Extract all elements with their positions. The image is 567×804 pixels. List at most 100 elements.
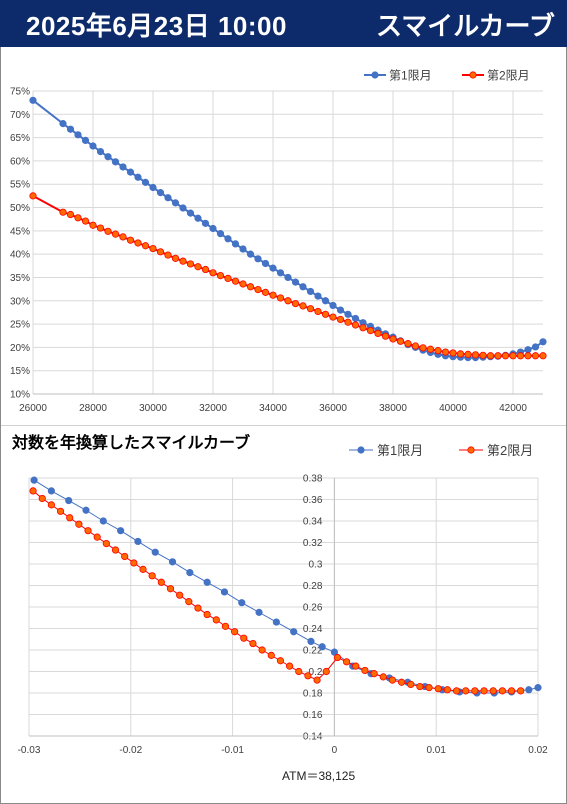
atm-annotation: ATM＝38,125 [282, 769, 356, 783]
data-point [238, 599, 246, 607]
data-point [66, 210, 75, 219]
data-point [47, 487, 55, 495]
data-point [254, 255, 262, 263]
data-point [359, 324, 367, 332]
y-tick-label: 60% [10, 156, 30, 167]
data-point [330, 648, 338, 656]
y-tick-label: 50% [10, 203, 30, 214]
data-point [65, 496, 73, 505]
data-point [220, 588, 229, 596]
data-point [201, 219, 210, 227]
data-point [397, 678, 406, 686]
data-point [171, 254, 180, 262]
y-tick-label: 75% [10, 87, 30, 98]
legend-label: 第1限月 [389, 69, 432, 83]
x-tick-label: 28000 [79, 403, 107, 414]
data-point [104, 227, 112, 235]
data-point [299, 283, 307, 291]
y-tick-label: 40% [10, 250, 30, 261]
data-point [291, 278, 300, 286]
data-point [276, 269, 285, 277]
data-point [249, 639, 257, 648]
data-point [479, 351, 487, 359]
y-tick-label: 35% [10, 273, 30, 284]
data-point [239, 280, 247, 288]
y-tick-label: 0.2 [308, 667, 322, 678]
chart-divider [1, 425, 566, 426]
data-point [141, 178, 150, 186]
data-point [111, 546, 120, 554]
data-point [351, 314, 360, 323]
data-point [434, 685, 442, 693]
data-point [449, 349, 457, 357]
y-tick-label: 0.22 [303, 646, 323, 657]
data-point [164, 251, 172, 259]
data-point [407, 680, 415, 688]
y-tick-label: 70% [10, 110, 30, 121]
legend-marker [469, 71, 477, 79]
data-point [221, 622, 230, 630]
data-point [231, 240, 240, 248]
header-bar: 2025年6月23日 10:00 スマイルカーブ [0, 0, 567, 47]
y-tick-label: 20% [10, 343, 30, 354]
data-point [269, 264, 277, 272]
data-point [156, 248, 165, 256]
x-tick-label: 26000 [19, 403, 47, 414]
data-point [164, 194, 172, 202]
data-point [267, 651, 275, 659]
data-point [480, 687, 488, 695]
data-point [419, 344, 427, 352]
data-point [149, 244, 157, 253]
data-point [525, 686, 533, 694]
smile-curve-chart: 10% 15% 20% 25% 30% 35% 40% 45% 50% 55% 60% 65% 70% 7… [10, 69, 547, 414]
data-point [486, 352, 495, 360]
data-point [531, 343, 540, 351]
data-point [59, 120, 67, 128]
data-point [524, 352, 532, 360]
data-point [291, 299, 300, 308]
y-tick-label: 0.28 [303, 581, 323, 592]
y-tick-label: 0.24 [303, 624, 323, 635]
data-point [82, 506, 90, 514]
data-point [166, 585, 175, 593]
x-tick-label: 42000 [499, 403, 527, 414]
data-point [379, 673, 387, 681]
data-point [276, 294, 285, 302]
data-point [216, 230, 225, 238]
data-point [134, 239, 142, 247]
data-point [531, 352, 540, 360]
data-point [254, 285, 262, 294]
data-point [96, 148, 105, 156]
data-point [396, 337, 405, 345]
data-point [471, 351, 480, 359]
header-subtitle: スマイルカーブ [376, 11, 555, 41]
data-point [121, 552, 129, 561]
log-chart-title: 対数を年換算したスマイルカーブ [12, 435, 251, 452]
data-point [411, 342, 420, 350]
legend-marker [357, 446, 365, 454]
data-point [134, 173, 142, 181]
x-tick-label: 36000 [319, 403, 347, 414]
data-point [509, 352, 517, 360]
data-point [462, 687, 470, 695]
y-tick-label: 0.14 [303, 732, 323, 743]
data-point [258, 646, 266, 654]
data-point [314, 307, 322, 316]
data-point [246, 283, 255, 291]
data-point [344, 310, 352, 318]
data-point [539, 352, 547, 360]
data-point [56, 507, 65, 515]
x-tick-label: 30000 [139, 403, 167, 414]
data-point [425, 684, 433, 692]
data-point [130, 559, 138, 567]
data-point [441, 348, 450, 356]
data-point [47, 501, 55, 509]
data-point [517, 687, 525, 695]
y-tick-label: 30% [10, 296, 30, 307]
data-point [171, 199, 180, 207]
data-point [471, 687, 479, 695]
data-point [185, 598, 193, 606]
data-point [321, 297, 330, 305]
data-point [148, 572, 156, 580]
data-point [404, 340, 412, 348]
